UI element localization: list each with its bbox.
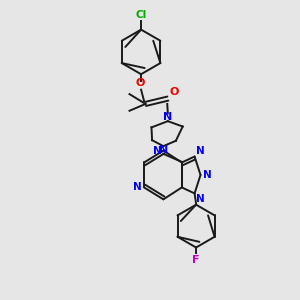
Text: O: O [136, 78, 145, 88]
Text: N: N [159, 145, 168, 155]
Text: N: N [196, 146, 205, 156]
Text: N: N [203, 170, 212, 180]
Text: F: F [192, 255, 200, 265]
Text: N: N [163, 112, 172, 122]
Text: N: N [196, 194, 205, 204]
Text: Cl: Cl [136, 10, 147, 20]
Text: N: N [133, 182, 142, 193]
Text: N: N [153, 146, 162, 156]
Text: O: O [169, 87, 179, 97]
